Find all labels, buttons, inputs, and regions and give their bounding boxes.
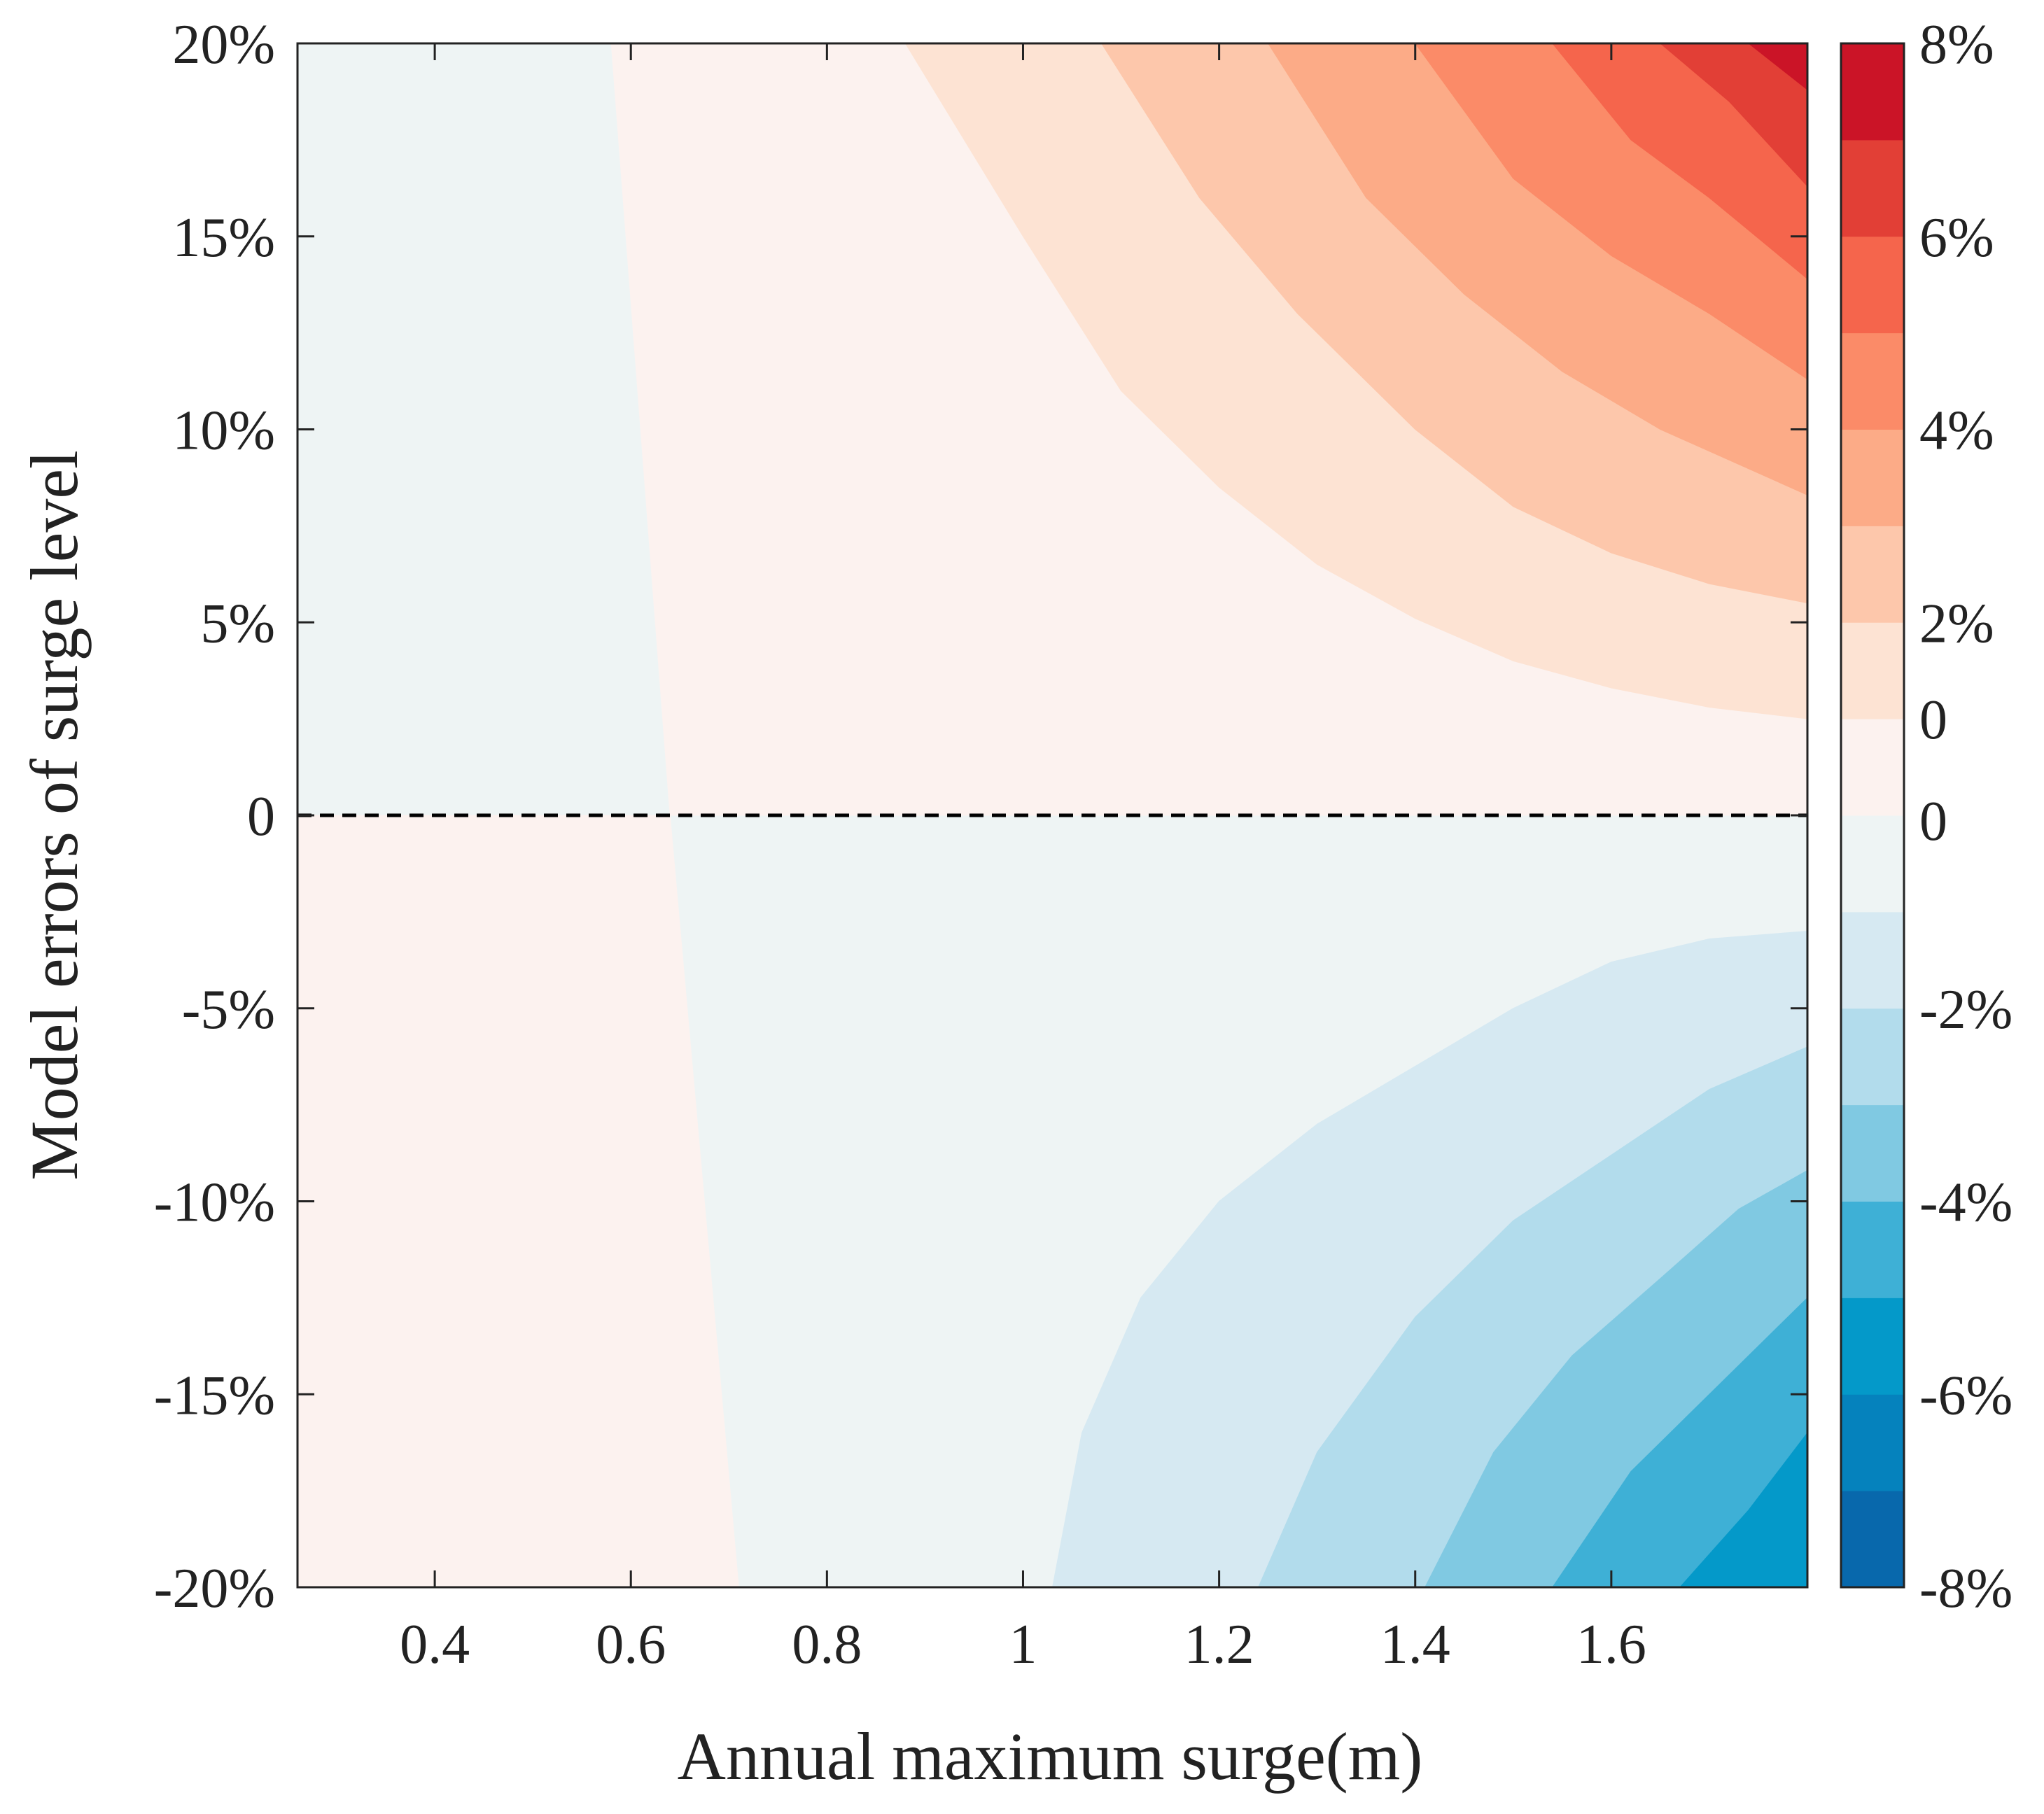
y-axis-label: Model errors of surge level bbox=[17, 450, 92, 1180]
colorbar-swatch bbox=[1841, 1104, 1904, 1202]
x-tick-label: 1.2 bbox=[1184, 1614, 1254, 1675]
colorbar-swatch bbox=[1841, 429, 1904, 526]
colorbar-swatch bbox=[1841, 43, 1904, 141]
y-axis-ticks: -20% -15% -10% -5% 0 5% 10% 15% 20% bbox=[154, 14, 1807, 1619]
colorbar-tick-label: 0 bbox=[1919, 791, 1947, 852]
y-tick-label: 10% bbox=[172, 400, 275, 462]
colorbar-tick-label: -6% bbox=[1919, 1365, 2012, 1426]
x-tick-label: 1.6 bbox=[1576, 1614, 1646, 1675]
x-tick-label: 0.6 bbox=[596, 1614, 666, 1675]
x-axis-ticks: 0.4 0.6 0.8 1 1.2 1.4 1.6 bbox=[400, 43, 1646, 1675]
y-tick-label: 15% bbox=[172, 207, 275, 269]
y-tick-label: -10% bbox=[154, 1172, 275, 1234]
contour-regions bbox=[297, 43, 1808, 1588]
x-tick-label: 0.8 bbox=[792, 1614, 862, 1675]
colorbar-tick-label: -2% bbox=[1919, 979, 2012, 1041]
colorbar-swatch bbox=[1841, 1298, 1904, 1395]
colorbar-tick-label: 6% bbox=[1919, 207, 1994, 269]
y-tick-label: 0 bbox=[247, 786, 275, 848]
colorbar-swatch bbox=[1841, 1491, 1904, 1588]
colorbar bbox=[1840, 42, 1905, 1589]
y-tick-label: 20% bbox=[172, 14, 275, 76]
colorbar-swatch bbox=[1841, 622, 1904, 719]
colorbar-ticks: -8% -6% -4% -2% 0 0 2% 4% 6% 8% bbox=[1919, 14, 2012, 1619]
x-tick-label: 0.4 bbox=[400, 1614, 470, 1675]
y-tick-label: -20% bbox=[154, 1558, 275, 1619]
x-tick-label: 1 bbox=[1009, 1614, 1037, 1675]
colorbar-swatch bbox=[1841, 1201, 1904, 1298]
y-tick-label: 5% bbox=[200, 593, 275, 654]
x-tick-label: 1.4 bbox=[1380, 1614, 1450, 1675]
colorbar-tick-label: -8% bbox=[1919, 1558, 2012, 1619]
colorbar-frame bbox=[1840, 42, 1905, 1589]
colorbar-swatch bbox=[1841, 1008, 1904, 1106]
colorbar-swatch bbox=[1841, 332, 1904, 430]
colorbar-swatch bbox=[1841, 139, 1904, 237]
colorbar-swatch bbox=[1841, 911, 1904, 1009]
colorbar-tick-label: -4% bbox=[1919, 1172, 2012, 1234]
colorbar-swatch bbox=[1841, 1394, 1904, 1491]
colorbar-tick-label: 0 bbox=[1919, 689, 1947, 751]
colorbar-swatch bbox=[1841, 815, 1904, 913]
contour-region-2 bbox=[297, 815, 739, 1588]
colorbar-tick-label: 2% bbox=[1919, 593, 1994, 654]
colorbar-tick-label: 4% bbox=[1919, 400, 1994, 462]
x-axis-label: Annual maximum surge(m) bbox=[678, 1719, 1423, 1794]
y-tick-label: -5% bbox=[182, 979, 275, 1041]
colorbar-swatch bbox=[1841, 719, 1904, 816]
colorbar-swatch bbox=[1841, 236, 1904, 334]
colorbar-swatch bbox=[1841, 526, 1904, 623]
colorbar-tick-label: 8% bbox=[1919, 14, 1994, 76]
y-tick-label: -15% bbox=[154, 1365, 275, 1426]
